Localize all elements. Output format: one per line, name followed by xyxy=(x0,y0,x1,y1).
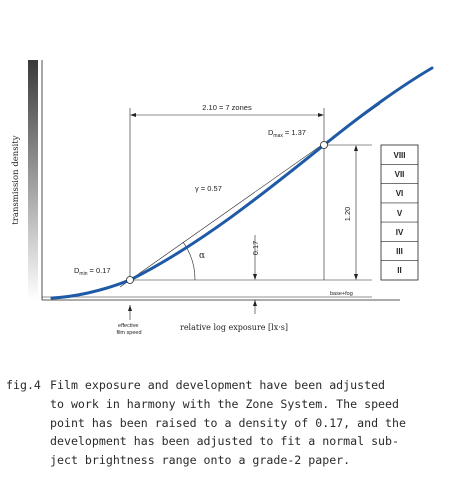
base-fog-label: base+fog xyxy=(330,291,353,297)
speed-offset-label: 0.17 xyxy=(251,241,260,256)
density-wedge xyxy=(28,60,38,300)
caption-line: development has been adjusted to fit a n… xyxy=(50,434,400,449)
dmax-point xyxy=(320,141,328,149)
exposure-range-label: 2.10 = 7 zones xyxy=(202,103,252,112)
zone-label: V xyxy=(397,209,403,218)
zone-scale: VIII VII VI V IV III II xyxy=(380,144,419,281)
zone-label: VIII xyxy=(393,151,405,160)
speed-point xyxy=(126,276,134,284)
effective-film-speed-label: effective film speed xyxy=(116,323,141,336)
figure-label: fig.4 xyxy=(6,378,41,392)
zone-label: II xyxy=(397,266,401,275)
density-range-label: 1.20 xyxy=(343,207,352,222)
caption-line: ject brightness range onto a grade-2 pap… xyxy=(50,453,351,468)
zone-label: VI xyxy=(396,189,404,198)
x-axis-label: relative log exposure [lx·s] xyxy=(180,323,288,332)
caption-line: Film exposure and development have been … xyxy=(50,378,386,392)
alpha-label: α xyxy=(199,251,205,261)
characteristic-curve xyxy=(50,66,434,300)
gamma-label: γ = 0.57 xyxy=(195,184,222,193)
caption-line: to work in harmony with the Zone System.… xyxy=(50,396,400,411)
dmax-label: Dmax = 1.37 xyxy=(268,128,306,139)
y-axis-label: transmission density xyxy=(11,135,21,224)
characteristic-curve-diagram: transmission density base+fog 2.10 = 7 z… xyxy=(11,60,434,336)
caption-line: point has been raised to a density of 0.… xyxy=(50,415,406,430)
zone-label: IV xyxy=(396,228,404,237)
alpha-angle-arc xyxy=(182,241,196,281)
zone-label: III xyxy=(396,247,403,256)
dmin-label: Dmin = 0.17 xyxy=(74,266,111,277)
caption-text: Film exposure and development have been … xyxy=(50,376,446,470)
zone-label: VII xyxy=(395,170,405,179)
